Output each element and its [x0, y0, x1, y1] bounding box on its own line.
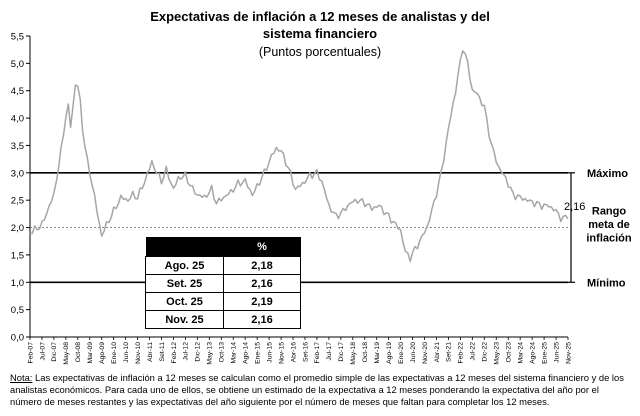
x-tick-label: Oct-18 — [362, 342, 369, 363]
chart-subtitle: (Puntos porcentuales) — [258, 45, 382, 59]
table-cell-value: 2,19 — [223, 292, 301, 311]
x-tick-label: Set-16 — [302, 342, 309, 362]
y-tick-label: 4,5 — [11, 86, 24, 97]
y-tick-label: 0,5 — [11, 305, 24, 316]
x-tick-label: Abr-21 — [434, 342, 441, 363]
x-tick-label: Set-11 — [159, 342, 166, 362]
x-tick-label: Oct-23 — [506, 342, 513, 363]
table-row: Oct. 25 2,19 — [145, 292, 301, 311]
x-tick-label: May-13 — [207, 342, 214, 365]
x-tick-label: Dic-07 — [51, 342, 58, 362]
table-cell-period: Set. 25 — [145, 274, 224, 293]
x-tick-label: Nov-10 — [135, 342, 142, 364]
footnote: Nota: Las expectativas de inflación a 12… — [10, 372, 632, 408]
label-rango-meta: Rango meta de inflación — [586, 206, 632, 245]
x-tick-label: Oct-13 — [219, 342, 226, 363]
label-rango-meta-line: inflación — [586, 233, 632, 245]
x-tick-label: Ene-15 — [254, 342, 261, 364]
x-tick-label: Ago-09 — [99, 342, 106, 364]
y-tick-label: 0,0 — [11, 333, 24, 344]
x-tick-label: Jul-22 — [470, 342, 477, 361]
series-group — [29, 50, 569, 263]
y-tick-label: 1,0 — [11, 278, 24, 289]
inflation-expectations-chart: 0,0 0,5 1,0 1,5 2,0 2,5 3,0 3,5 4,0 4,5 5,0 5,5 Feb… — [11, 32, 632, 365]
chart-title: Expectativas de inflación a 12 meses de … — [120, 8, 520, 42]
recent-values-table: % Ago. 25 2,18 Set. 25 2,16 Oct. 25 2,19… — [145, 237, 301, 329]
last-value-label: 2,16 — [564, 201, 585, 213]
chart-title-line-1: Expectativas de inflación a 12 meses de … — [150, 9, 490, 24]
label-rango-meta-line: meta de — [588, 219, 630, 231]
x-tick-label: May-23 — [494, 342, 501, 365]
y-tick-label: 1,5 — [11, 250, 24, 261]
x-tick-label: Dic-12 — [195, 342, 202, 362]
chart-title-line-2: sistema financiero — [262, 26, 378, 41]
x-tick-label: Feb-12 — [171, 342, 178, 364]
x-tick-label: Mar-09 — [87, 342, 94, 364]
x-tick-label: Mar-24 — [517, 342, 524, 364]
table-row: Ago. 25 2,18 — [145, 256, 301, 275]
x-tick-label: Jul-17 — [326, 342, 333, 361]
table-cell-period: Ago. 25 — [145, 256, 224, 275]
x-tick-label: Jun-10 — [123, 342, 130, 363]
y-tick-label: 2,0 — [11, 223, 24, 234]
inflation-expectation-line — [29, 50, 569, 263]
label-rango-meta-line: Rango — [592, 206, 627, 218]
x-tick-label: Ago-24 — [529, 342, 536, 364]
footnote-label: Nota: — [10, 372, 33, 383]
x-tick-label: Abr-11 — [147, 342, 154, 362]
x-tick-label: Dic-22 — [482, 342, 489, 362]
label-minimo: Mínimo — [587, 277, 626, 289]
table-header-row: % — [145, 237, 301, 257]
y-tick-label: 5,0 — [11, 59, 24, 70]
x-tick-label: Ene-25 — [541, 342, 548, 364]
x-tick-label: Feb-22 — [458, 342, 465, 364]
label-maximo: Máximo — [587, 168, 628, 180]
x-tick-label: Oct-08 — [75, 342, 82, 363]
table-header-percent: % — [223, 237, 301, 257]
table-row: Nov. 25 2,16 — [145, 310, 301, 329]
x-tick-label: Feb-07 — [27, 342, 34, 364]
table-cell-period: Nov. 25 — [145, 310, 224, 329]
y-tick-label: 5,5 — [11, 32, 24, 43]
x-tick-label: Set-21 — [446, 342, 453, 362]
annotations: 2,16 — [564, 201, 585, 213]
table-cell-value: 2,16 — [223, 310, 301, 329]
x-tick-label: Mar-19 — [374, 342, 381, 364]
footnote-text: Las expectativas de inflación a 12 meses… — [10, 372, 624, 407]
x-tick-label: Ago-14 — [243, 342, 250, 364]
x-tick-label: Dic-17 — [338, 342, 345, 362]
y-tick-label: 4,0 — [11, 114, 24, 125]
x-tick-label: Jul-12 — [183, 342, 190, 361]
x-tick-label: Jun-20 — [410, 342, 417, 363]
x-axis: Feb-07 Jul-07 Dic-07 May-08 Oct-08 Mar-09 Ago-… — [27, 336, 572, 365]
reference-lines: Máximo Mínimo Rango meta de inflación — [30, 168, 632, 289]
x-tick-label: Nov-15 — [278, 342, 285, 364]
table-cell-period: Oct. 25 — [145, 292, 224, 311]
y-tick-label: 3,5 — [11, 141, 24, 152]
x-tick-label: Jun-25 — [553, 342, 560, 363]
x-tick-label: Ago-19 — [386, 342, 393, 364]
y-tick-label: 2,5 — [11, 196, 24, 207]
x-tick-label: Ene-10 — [111, 342, 118, 364]
table-cell-value: 2,16 — [223, 274, 301, 293]
table-cell-value: 2,18 — [223, 256, 301, 275]
x-tick-label: Mar-14 — [231, 342, 238, 364]
x-tick-label: May-08 — [63, 342, 70, 365]
x-tick-label: Abr-16 — [290, 342, 297, 363]
x-tick-label: Feb-17 — [314, 342, 321, 364]
x-tick-label: Nov-25 — [565, 342, 572, 364]
y-tick-label: 3,0 — [11, 168, 24, 179]
x-tick-label: Jul-07 — [39, 342, 46, 361]
y-axis: 0,0 0,5 1,0 1,5 2,0 2,5 3,0 3,5 4,0 4,5 5,0 5,5 — [11, 32, 31, 344]
x-tick-label: Ene-20 — [398, 342, 405, 364]
x-tick-label: Jun-15 — [266, 342, 273, 363]
x-tick-label: Nov-20 — [422, 342, 429, 364]
x-tick-label: May-18 — [350, 342, 357, 365]
table-row: Set. 25 2,16 — [145, 274, 301, 293]
table-header-period — [145, 237, 224, 257]
